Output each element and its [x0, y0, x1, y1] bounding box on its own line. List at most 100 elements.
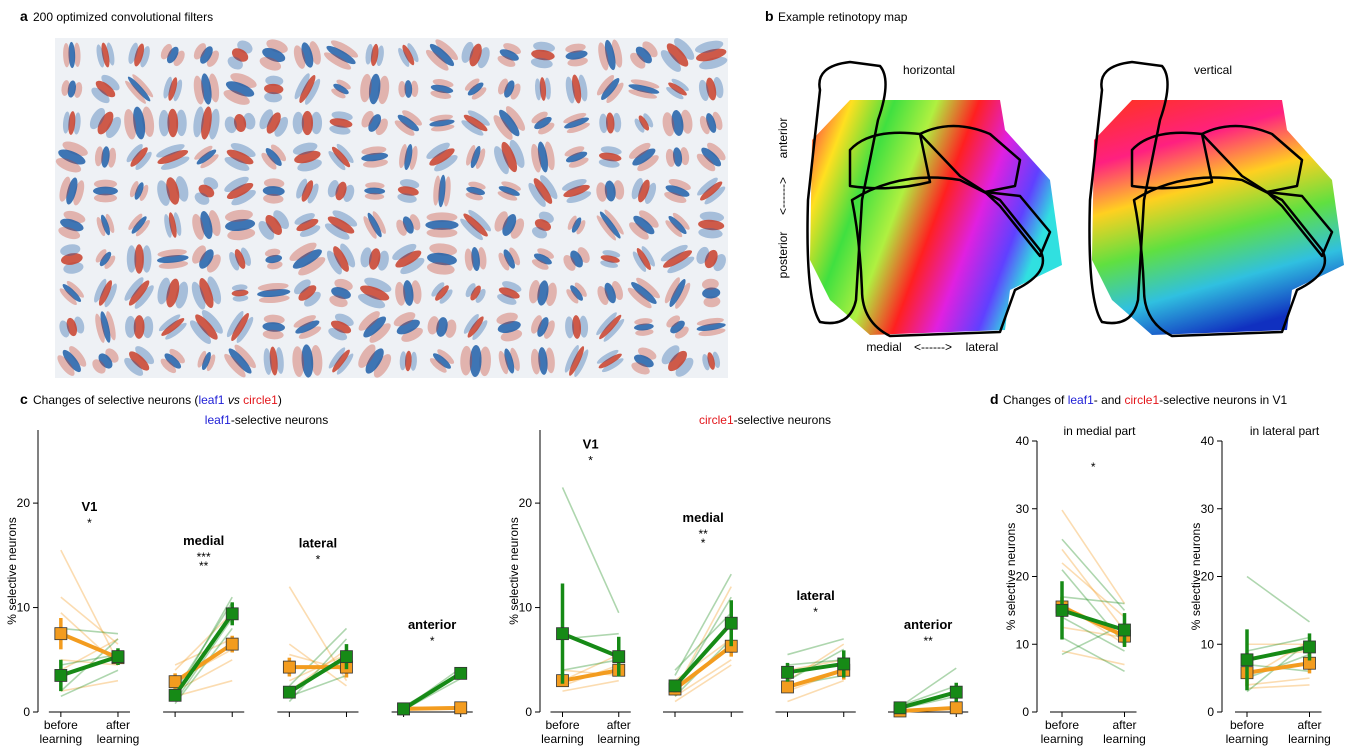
y-tick-label: 40: [1201, 434, 1215, 448]
panel-letter: c: [20, 391, 28, 407]
mean-marker: [398, 703, 410, 715]
mean-marker: [950, 702, 962, 714]
filter: [263, 75, 284, 103]
x-tick-label: learning: [541, 732, 584, 746]
mean-marker: [1304, 641, 1316, 653]
filter: [291, 343, 323, 378]
filter-lobe: [94, 194, 117, 203]
text-part: -selective neurons in V1: [1159, 393, 1287, 407]
text-part: circle1: [243, 393, 278, 407]
significance: *: [1091, 460, 1096, 474]
filter: [530, 346, 556, 376]
mean-marker: [725, 617, 737, 629]
mean-marker: [283, 661, 295, 673]
mean-line: [900, 692, 956, 708]
chart-title: leaf1-selective neurons: [205, 413, 328, 427]
retinotopy-map: [808, 62, 1063, 336]
individual-trace: [788, 639, 844, 655]
text-part: vs: [228, 393, 240, 407]
axis-direction: anterior: [776, 118, 790, 159]
text-part: Changes of selective neurons (: [33, 393, 198, 407]
text-part: leaf1: [205, 413, 231, 427]
y-tick-label: 10: [1201, 637, 1215, 651]
y-tick-label: 10: [1016, 637, 1030, 651]
panel-title: Changes of selective neurons (leaf1 vs c…: [33, 393, 282, 407]
filter: [231, 284, 249, 302]
panel-letter: a: [20, 8, 28, 24]
filter: [697, 211, 725, 240]
filter: [399, 350, 417, 371]
significance: *: [316, 553, 321, 567]
filter-lobe: [127, 245, 136, 272]
significance: *: [813, 605, 818, 619]
filter: [394, 279, 423, 307]
significance: *: [701, 536, 706, 550]
group-label: anterior: [408, 617, 456, 632]
text-part: in medial part: [1063, 424, 1136, 438]
filter: [293, 111, 322, 135]
panel-letter: b: [765, 8, 774, 24]
x-tick-label: before: [545, 718, 579, 732]
mean-marker: [55, 628, 67, 640]
x-tick-label: after: [607, 718, 631, 732]
mean-marker: [112, 651, 124, 663]
mean-marker: [782, 681, 794, 693]
filter-background: [55, 38, 728, 378]
mean-marker: [557, 628, 569, 640]
individual-trace: [61, 628, 118, 633]
mean-marker: [782, 666, 794, 678]
filter: [159, 108, 187, 137]
individual-trace: [1062, 637, 1125, 671]
filter: [93, 180, 118, 203]
mean-line: [1247, 663, 1310, 672]
group-label: medial: [683, 510, 724, 525]
text-part: leaf1: [1068, 393, 1094, 407]
y-tick-label: 0: [525, 705, 532, 719]
mean-marker: [669, 680, 681, 692]
text-part: circle1: [699, 413, 734, 427]
significance: **: [199, 559, 209, 573]
text-part: - and: [1094, 393, 1125, 407]
x-tick-label: learning: [1103, 732, 1146, 746]
axis-direction: <------>: [776, 177, 790, 215]
mean-marker: [283, 686, 295, 698]
text-part: circle1: [1124, 393, 1159, 407]
filter: [633, 317, 654, 336]
y-axis-label: % selective neurons: [5, 517, 19, 624]
text-part: Changes of: [1003, 393, 1068, 407]
text-part: -selective neurons: [231, 413, 328, 427]
mean-marker: [1241, 654, 1253, 666]
group-label: V1: [81, 499, 97, 514]
chart-title: circle1-selective neurons: [699, 413, 831, 427]
map-label: horizontal: [903, 63, 955, 77]
chart-title: in medial part: [1063, 424, 1136, 438]
panel-title: 200 optimized convolutional filters: [33, 10, 213, 24]
y-tick-label: 20: [17, 496, 31, 510]
chart-title: in lateral part: [1250, 424, 1320, 438]
significance: *: [588, 453, 593, 467]
x-tick-label: before: [1230, 718, 1264, 732]
axis-direction: <------>: [914, 340, 952, 354]
group-label: medial: [183, 533, 224, 548]
text-part: -selective neurons: [734, 413, 831, 427]
significance: **: [923, 634, 933, 648]
x-tick-label: after: [1112, 718, 1136, 732]
filter: [262, 314, 286, 340]
y-tick-label: 30: [1201, 502, 1215, 516]
mean-marker: [340, 651, 352, 663]
individual-trace: [175, 628, 232, 703]
y-axis-label: % selective neurons: [1189, 523, 1203, 630]
y-tick-label: 20: [519, 496, 533, 510]
y-tick-label: 30: [1016, 502, 1030, 516]
individual-trace: [1062, 651, 1125, 665]
y-tick-label: 0: [1207, 705, 1214, 719]
axis-direction: posterior: [776, 232, 790, 279]
filter: [262, 178, 285, 204]
x-tick-label: before: [44, 718, 78, 732]
mean-marker: [1056, 604, 1068, 616]
mean-marker: [226, 608, 238, 620]
retinotopy-maps: [808, 62, 1345, 336]
map-field: [1092, 100, 1344, 335]
filter: [460, 344, 492, 377]
filter: [62, 110, 81, 135]
